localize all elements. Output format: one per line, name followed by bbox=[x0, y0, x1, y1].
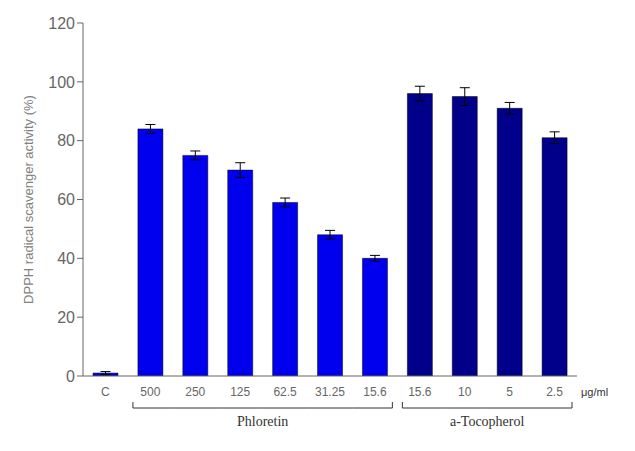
svg-text:5: 5 bbox=[506, 385, 513, 399]
svg-text:100: 100 bbox=[48, 74, 75, 91]
svg-text:0: 0 bbox=[66, 368, 75, 385]
svg-text:125: 125 bbox=[230, 385, 250, 399]
svg-text:15.6: 15.6 bbox=[363, 385, 387, 399]
svg-text:2.5: 2.5 bbox=[546, 385, 563, 399]
svg-text:10: 10 bbox=[458, 385, 472, 399]
svg-text:250: 250 bbox=[185, 385, 205, 399]
svg-text:a-Tocopherol: a-Tocopherol bbox=[450, 414, 525, 429]
svg-text:μg/ml: μg/ml bbox=[581, 386, 608, 398]
svg-text:500: 500 bbox=[140, 385, 160, 399]
svg-text:Phloretin: Phloretin bbox=[237, 414, 288, 429]
svg-text:C: C bbox=[101, 385, 110, 399]
svg-text:40: 40 bbox=[57, 250, 75, 267]
svg-text:31.25: 31.25 bbox=[315, 385, 345, 399]
svg-text:120: 120 bbox=[48, 15, 75, 32]
svg-text:DPPH radical scavenger activit: DPPH radical scavenger activity (%) bbox=[21, 95, 36, 304]
svg-text:62.5: 62.5 bbox=[273, 385, 297, 399]
svg-text:80: 80 bbox=[57, 132, 75, 149]
svg-text:60: 60 bbox=[57, 191, 75, 208]
svg-text:15.6: 15.6 bbox=[408, 385, 432, 399]
svg-text:20: 20 bbox=[57, 309, 75, 326]
